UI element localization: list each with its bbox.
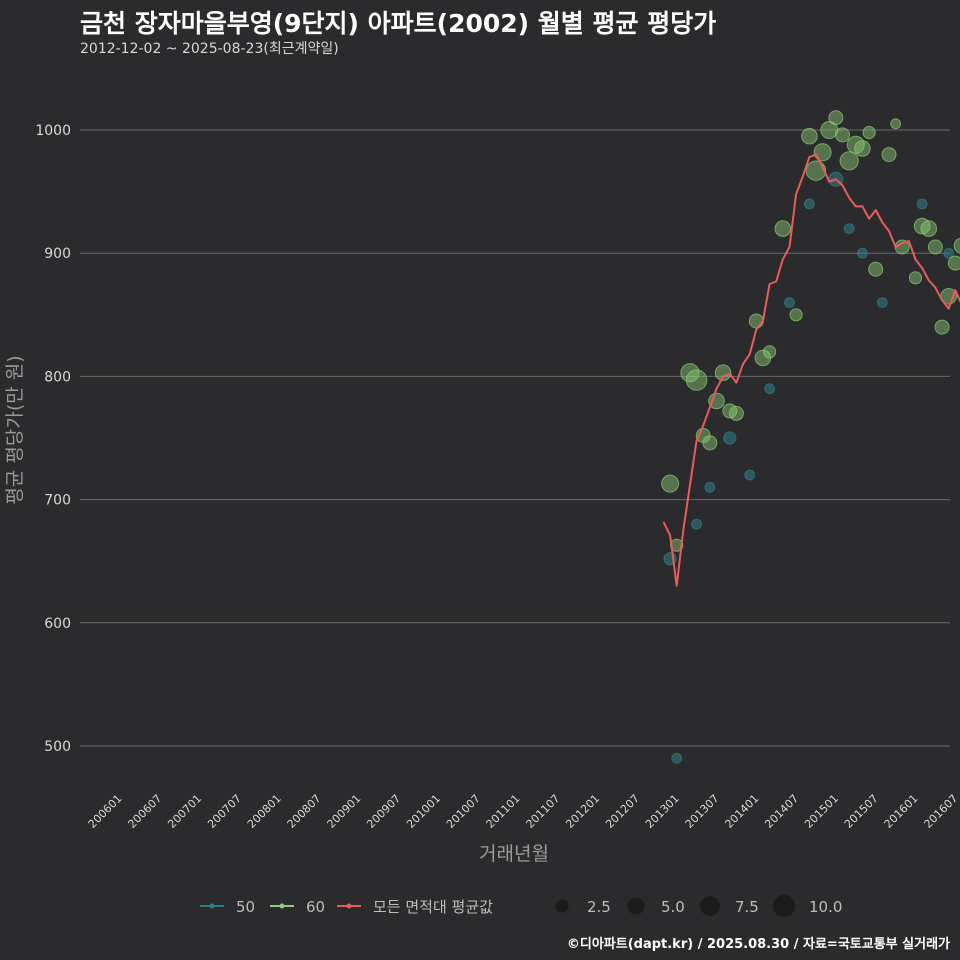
x-tick-201601: 201601	[882, 792, 921, 831]
x-tick-labels: 200601 200607 200701 200707 200801 200807 2009…	[86, 792, 960, 831]
point-60-16	[805, 160, 827, 181]
average-line	[662, 153, 960, 587]
y-axis-label: 평균 평당가(만 원)	[4, 355, 26, 504]
y-tick-800: 800	[44, 369, 71, 385]
legend-dot-1	[279, 903, 285, 909]
y-tick-500: 500	[44, 739, 71, 755]
point-50-13	[916, 198, 928, 210]
size-legend-label-1: 5.0	[661, 898, 685, 916]
point-60-26	[881, 147, 897, 163]
point-60-7	[714, 364, 732, 382]
x-tick-201607: 201607	[922, 792, 960, 831]
point-60-35	[947, 255, 960, 271]
chart-subtitle: 2012-12-02 ~ 2025-08-23(최근계약일)	[80, 41, 339, 57]
x-tick-201501: 201501	[802, 792, 841, 831]
point-60-33	[934, 319, 950, 335]
point-60-32	[927, 239, 943, 255]
x-tick-200707: 200707	[205, 792, 244, 831]
legend-dot-0	[209, 903, 215, 909]
series-60-points	[661, 110, 960, 552]
average-line-layer	[662, 153, 960, 587]
size-legend-label-0: 2.5	[587, 898, 611, 916]
y-tick-600: 600	[44, 616, 71, 632]
x-tick-201201: 201201	[563, 792, 602, 831]
size-legend-dot-1	[627, 897, 645, 915]
point-60-29	[908, 271, 923, 285]
point-60-27	[890, 118, 901, 130]
footer-credit: ©디아파트(dapt.kr) / 2025.08.30 / 자료=국토교통부 실…	[566, 937, 950, 952]
point-50-11	[857, 247, 868, 259]
legend-label-0: 50	[236, 898, 255, 916]
x-tick-200801: 200801	[245, 792, 284, 831]
point-50-4	[723, 431, 737, 445]
point-60-25	[868, 261, 884, 277]
x-tick-200701: 200701	[165, 792, 204, 831]
point-60-24	[862, 125, 876, 140]
size-legend-dot-0	[555, 899, 569, 913]
point-60-12	[763, 345, 777, 359]
y-tick-labels: 500 600 700 800 900 1000	[35, 123, 71, 755]
point-50-2	[691, 518, 702, 530]
legend-dot-2	[346, 903, 352, 909]
x-tick-201001: 201001	[404, 792, 443, 831]
point-60-0	[661, 474, 680, 493]
size-legend-dot-2	[700, 896, 720, 916]
point-60-13	[774, 220, 792, 237]
size-legend-label-3: 10.0	[809, 898, 842, 916]
point-50-14	[943, 247, 955, 259]
x-tick-200607: 200607	[126, 792, 165, 831]
size-legend-dot-3	[772, 894, 796, 918]
legend: 50 60 모든 면적대 평균값 2.5 5.0 7.5 10.0	[200, 894, 842, 918]
point-60-17	[813, 143, 832, 162]
x-axis-label: 거래년월	[479, 843, 549, 865]
point-50-1	[671, 752, 683, 764]
grid-lines	[80, 129, 950, 747]
point-50-5	[744, 469, 756, 481]
y-tick-1000: 1000	[35, 123, 71, 139]
x-tick-201401: 201401	[723, 792, 762, 831]
point-60-10	[748, 313, 764, 329]
x-tick-201107: 201107	[524, 792, 563, 831]
legend-label-1: 60	[306, 898, 325, 916]
x-tick-200601: 200601	[86, 792, 125, 831]
point-50-6	[764, 383, 775, 395]
point-50-8	[804, 198, 815, 210]
point-60-36	[953, 237, 960, 254]
y-tick-700: 700	[44, 493, 71, 509]
x-tick-201407: 201407	[762, 792, 801, 831]
legend-label-2: 모든 면적대 평균값	[373, 898, 493, 916]
y-tick-900: 900	[44, 246, 71, 262]
point-50-10	[843, 223, 855, 235]
point-60-3	[685, 369, 708, 391]
size-legend-label-2: 7.5	[735, 898, 759, 916]
point-60-21	[839, 151, 859, 171]
point-50-3	[704, 481, 716, 493]
point-60-31	[920, 220, 938, 237]
point-60-20	[835, 127, 850, 143]
point-60-15	[801, 127, 818, 145]
x-tick-200907: 200907	[364, 792, 403, 831]
point-50-7	[784, 297, 795, 308]
x-tick-200807: 200807	[285, 792, 324, 831]
point-60-30	[913, 217, 931, 235]
chart-title: 금천 장자마을부영(9단지) 아파트(2002) 월별 평균 평당가	[80, 9, 717, 38]
x-tick-201507: 201507	[842, 792, 881, 831]
x-tick-201101: 201101	[484, 792, 523, 831]
point-60-19	[828, 110, 844, 126]
x-tick-201307: 201307	[683, 792, 722, 831]
point-60-14	[789, 308, 803, 322]
x-tick-201007: 201007	[444, 792, 483, 831]
x-tick-201301: 201301	[643, 792, 682, 831]
point-60-9	[728, 405, 744, 421]
point-60-5	[702, 435, 718, 451]
x-tick-201207: 201207	[603, 792, 642, 831]
point-50-12	[876, 297, 888, 308]
point-60-23	[854, 140, 871, 157]
x-tick-200901: 200901	[325, 792, 364, 831]
